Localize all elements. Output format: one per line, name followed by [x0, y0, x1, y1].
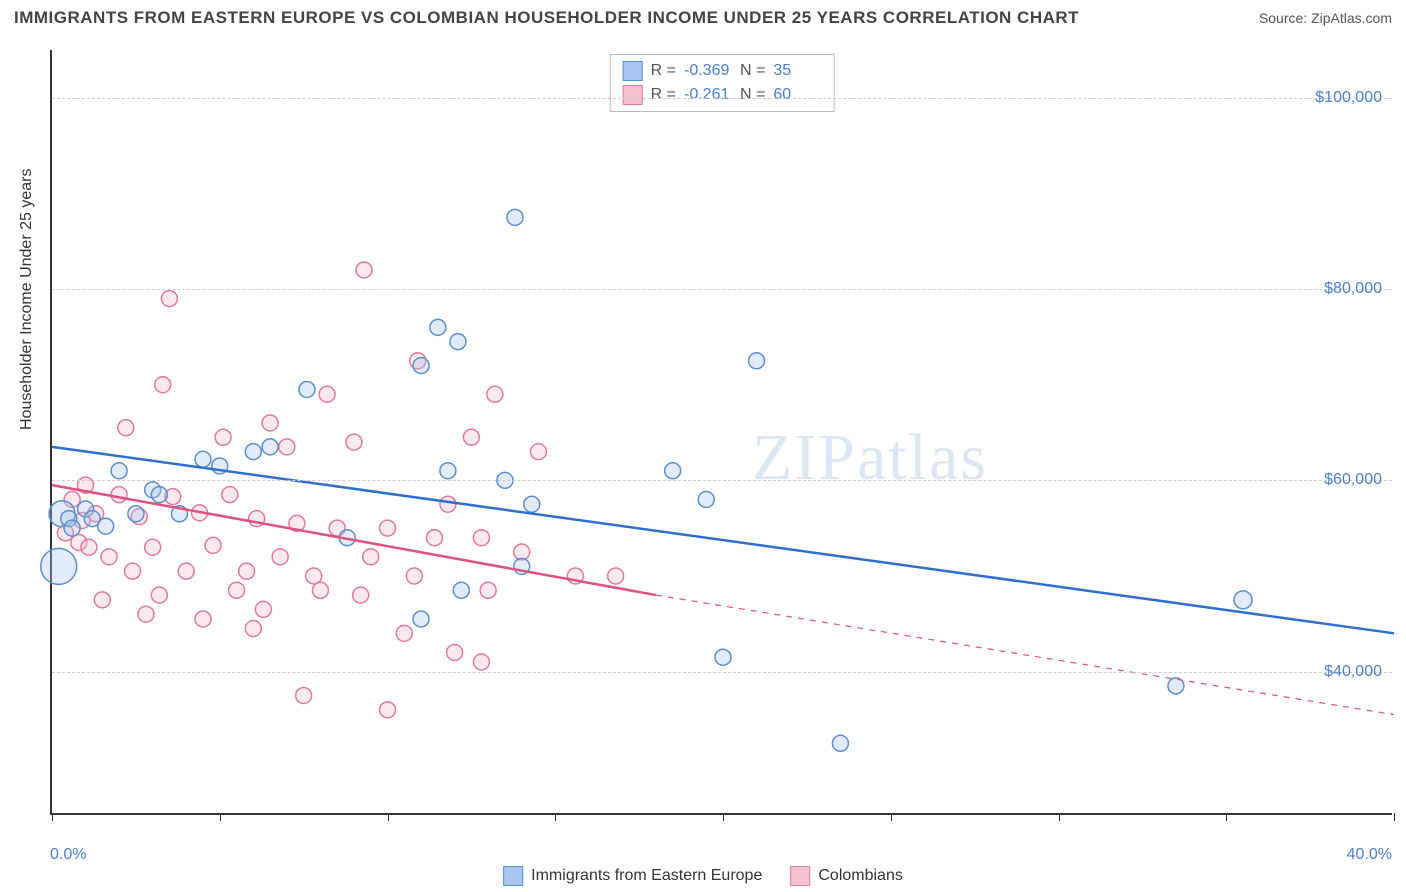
x-axis-min-label: 0.0% [50, 846, 86, 864]
r-label: R = [651, 62, 676, 80]
y-axis-label: Householder Income Under 25 years [18, 169, 36, 430]
x-tick [1059, 813, 1060, 821]
legend-stats-row-1: R = -0.369 N = 35 [623, 59, 822, 83]
chart-title: IMMIGRANTS FROM EASTERN EUROPE VS COLOMB… [14, 8, 1079, 28]
x-tick [1394, 813, 1395, 821]
source-label: Source: ZipAtlas.com [1259, 10, 1392, 26]
x-tick [723, 813, 724, 821]
x-tick [52, 813, 53, 821]
scatter-svg [52, 50, 1392, 813]
gridline [52, 98, 1392, 99]
y-tick-label: $80,000 [1324, 280, 1382, 298]
legend-label-1: Immigrants from Eastern Europe [531, 867, 762, 885]
n-value-2: 60 [773, 86, 821, 104]
x-tick [555, 813, 556, 821]
r-label: R = [651, 86, 676, 104]
x-tick [220, 813, 221, 821]
y-tick-label: $40,000 [1324, 663, 1382, 681]
gridline [52, 480, 1392, 481]
swatch-series-2 [623, 85, 643, 105]
x-tick [1226, 813, 1227, 821]
gridline [52, 289, 1392, 290]
legend-item-1: Immigrants from Eastern Europe [503, 866, 762, 886]
legend-stats-row-2: R = -0.261 N = 60 [623, 83, 822, 107]
n-label: N = [740, 62, 765, 80]
title-bar: IMMIGRANTS FROM EASTERN EUROPE VS COLOMB… [0, 0, 1406, 34]
swatch-series-2-icon [790, 866, 810, 886]
r-value-2: -0.261 [684, 86, 732, 104]
x-axis-max-label: 40.0% [1347, 846, 1392, 864]
n-value-1: 35 [773, 62, 821, 80]
legend-bottom: Immigrants from Eastern Europe Colombian… [503, 866, 903, 886]
n-label: N = [740, 86, 765, 104]
swatch-series-1-icon [503, 866, 523, 886]
swatch-series-1 [623, 61, 643, 81]
x-tick [388, 813, 389, 821]
legend-item-2: Colombians [790, 866, 902, 886]
gridline [52, 672, 1392, 673]
y-tick-label: $100,000 [1315, 89, 1382, 107]
y-tick-label: $60,000 [1324, 471, 1382, 489]
r-value-1: -0.369 [684, 62, 732, 80]
legend-label-2: Colombians [818, 867, 902, 885]
x-tick [891, 813, 892, 821]
chart-plot-area: R = -0.369 N = 35 R = -0.261 N = 60 ZIPa… [50, 50, 1392, 815]
legend-stats-box: R = -0.369 N = 35 R = -0.261 N = 60 [610, 54, 835, 112]
